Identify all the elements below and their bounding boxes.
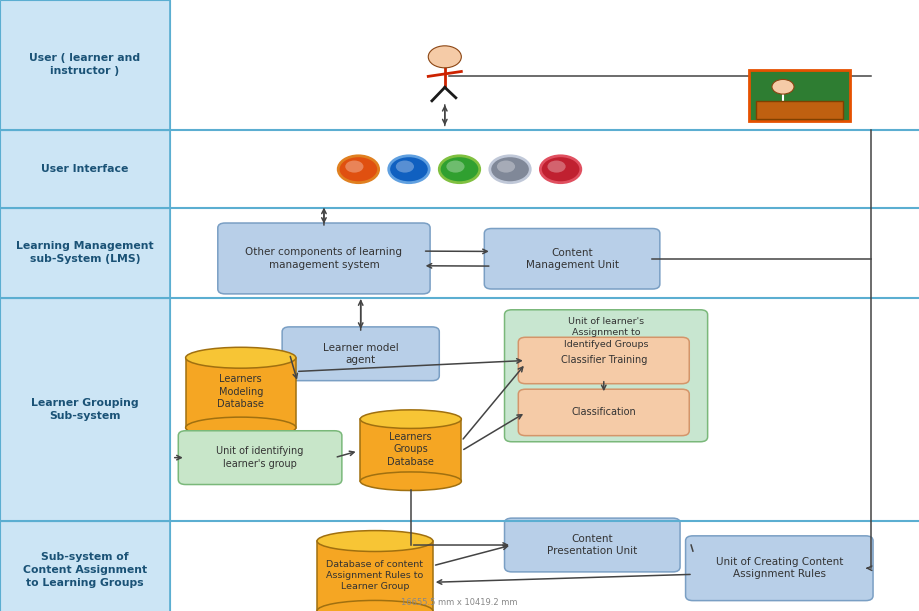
FancyBboxPatch shape <box>178 431 342 485</box>
FancyBboxPatch shape <box>317 541 433 611</box>
Text: User ( learner and
instructor ): User ( learner and instructor ) <box>29 53 141 76</box>
Ellipse shape <box>360 472 461 491</box>
Text: User Interface: User Interface <box>41 164 129 174</box>
Circle shape <box>548 161 566 172</box>
FancyBboxPatch shape <box>0 130 170 208</box>
FancyBboxPatch shape <box>505 518 680 572</box>
FancyBboxPatch shape <box>518 389 689 436</box>
Text: Learners
Modeling
Database: Learners Modeling Database <box>217 375 265 409</box>
Text: Unit of learner's
Assignment to
Identifyed Groups: Unit of learner's Assignment to Identify… <box>564 317 648 349</box>
FancyBboxPatch shape <box>282 327 439 381</box>
Circle shape <box>389 156 429 183</box>
Text: Content
Presentation Unit: Content Presentation Unit <box>547 534 638 556</box>
Ellipse shape <box>317 530 433 552</box>
FancyBboxPatch shape <box>484 229 660 289</box>
FancyBboxPatch shape <box>0 0 170 130</box>
FancyBboxPatch shape <box>686 536 873 601</box>
Text: Sub-system of
Content Assignment
to Learning Groups: Sub-system of Content Assignment to Lear… <box>23 552 147 588</box>
Text: Unit of Creating Content
Assignment Rules: Unit of Creating Content Assignment Rule… <box>716 557 843 579</box>
Circle shape <box>497 161 516 172</box>
Ellipse shape <box>186 417 296 438</box>
Circle shape <box>447 161 464 172</box>
Circle shape <box>396 161 414 172</box>
Circle shape <box>439 156 480 183</box>
FancyBboxPatch shape <box>505 310 708 442</box>
Text: Classifier Training: Classifier Training <box>561 356 647 365</box>
Text: 16655.5 mm x 10419.2 mm: 16655.5 mm x 10419.2 mm <box>402 598 517 607</box>
Text: Learner Grouping
Sub-system: Learner Grouping Sub-system <box>31 398 139 421</box>
Circle shape <box>428 46 461 68</box>
FancyBboxPatch shape <box>518 337 689 384</box>
Text: Classification: Classification <box>572 408 636 417</box>
Ellipse shape <box>317 601 433 611</box>
Text: Content
Management Unit: Content Management Unit <box>526 247 618 270</box>
Ellipse shape <box>186 347 296 368</box>
FancyBboxPatch shape <box>360 419 461 481</box>
Ellipse shape <box>360 410 461 428</box>
Text: Database of content
Assignment Rules to
Learner Group: Database of content Assignment Rules to … <box>326 560 424 591</box>
Text: Learners
Groups
Database: Learners Groups Database <box>387 432 435 467</box>
FancyBboxPatch shape <box>186 358 296 428</box>
Circle shape <box>772 79 794 94</box>
FancyBboxPatch shape <box>749 70 850 121</box>
Circle shape <box>338 156 379 183</box>
FancyBboxPatch shape <box>756 101 843 119</box>
Text: Learner model
agent: Learner model agent <box>323 343 399 365</box>
FancyBboxPatch shape <box>0 208 170 298</box>
Text: Learning Management
sub-System (LMS): Learning Management sub-System (LMS) <box>17 241 153 264</box>
FancyBboxPatch shape <box>0 521 170 611</box>
Circle shape <box>490 156 530 183</box>
FancyBboxPatch shape <box>218 223 430 294</box>
FancyBboxPatch shape <box>0 298 170 521</box>
Circle shape <box>540 156 581 183</box>
Text: Other components of learning
management system: Other components of learning management … <box>245 247 403 269</box>
Circle shape <box>346 161 364 172</box>
Text: Unit of identifying
learner's group: Unit of identifying learner's group <box>216 447 304 469</box>
